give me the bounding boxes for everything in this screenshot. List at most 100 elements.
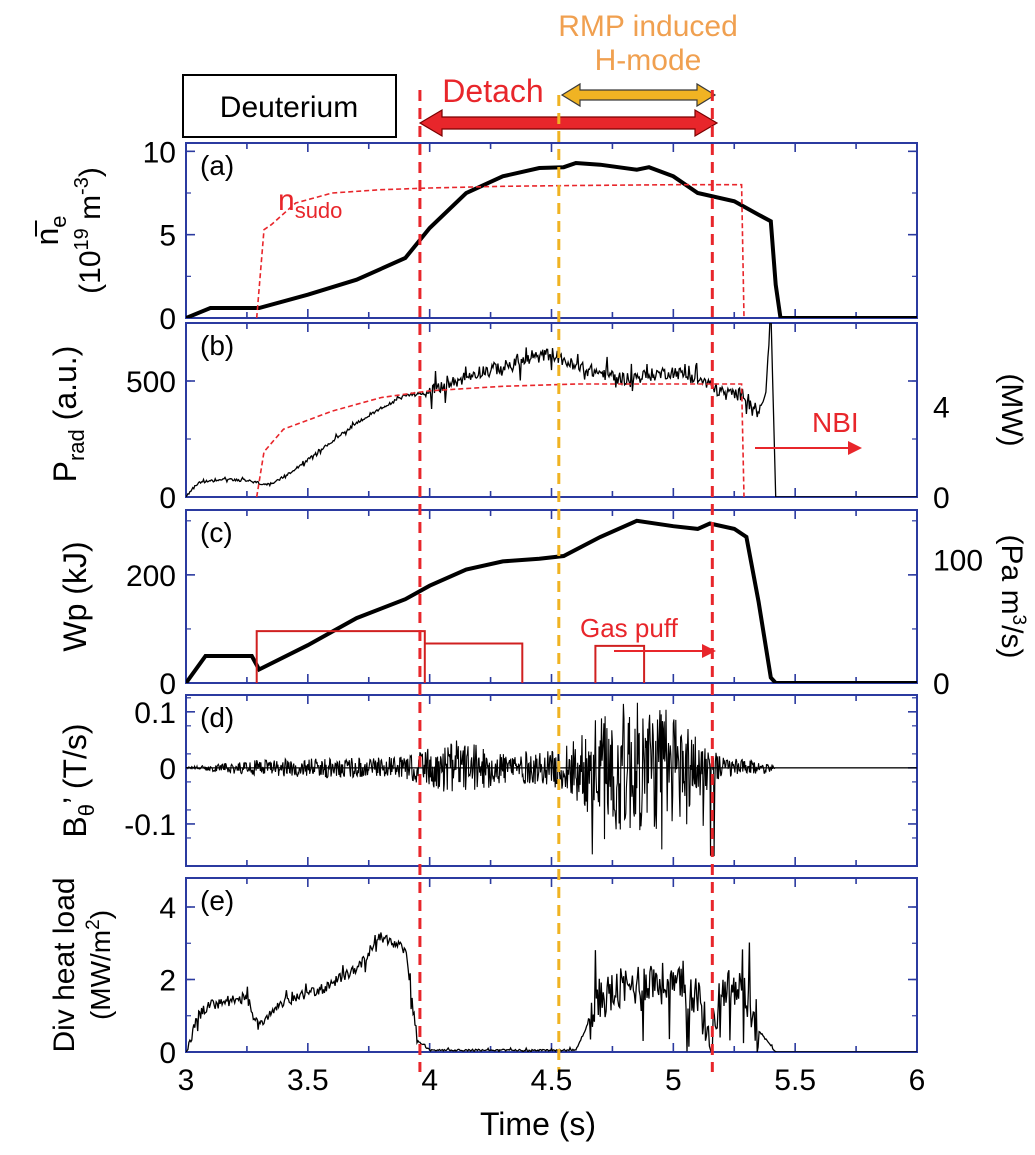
label-part: /s): [995, 625, 1028, 658]
detach-span-arrow: [418, 108, 719, 138]
rmp-label-line2: H-mode: [595, 44, 702, 77]
y2-tick-label: 0: [933, 668, 950, 701]
data-series-red-dashed: [255, 383, 745, 497]
nsudo-label: nsudo: [278, 184, 342, 223]
label-part: P: [47, 461, 83, 482]
y-axis-label: (1019 m-3): [71, 167, 107, 294]
label-part: θ: [74, 804, 99, 816]
y-tick-label: 0.1: [134, 697, 176, 730]
label-part: (Pa m: [995, 535, 1028, 615]
y-axis-label: Div heat load: [48, 877, 81, 1052]
rmp-label-line1: RMP induced: [558, 10, 738, 43]
y2-axis-label: (MW): [995, 373, 1028, 446]
gas-puff-label: Gas puff: [580, 613, 679, 643]
rmp-span-arrow: [560, 82, 717, 108]
label-part: B: [57, 816, 93, 837]
x-axis-label: Time (s): [480, 1106, 596, 1142]
x-tick-label: 3: [178, 1064, 195, 1097]
panel-b: 0 500 0 4 (b) Prad (a.u.) (MW) NBI: [47, 322, 1028, 515]
panel-e: 0 2 4 (e) Div heat load (MW/m2): [48, 877, 918, 1070]
data-series-mirnov: [186, 702, 917, 857]
x-tick-label: 3.5: [287, 1064, 329, 1097]
panel-d: -0.1 0 0.1 (d) Bθ’ (T/s): [57, 694, 918, 867]
panel-frame: [185, 322, 918, 498]
label-part: 3: [1008, 615, 1029, 626]
label-part: 19: [71, 228, 93, 250]
y-tick-label: 0: [159, 668, 176, 701]
data-series-red-dashed: [255, 183, 745, 318]
y2-axis-label: (Pa m3/s): [995, 535, 1029, 659]
series-layer: [186, 323, 917, 497]
y-axis-label: Bθ’ (T/s): [57, 723, 99, 837]
y-tick-label: 4: [159, 892, 176, 925]
y-tick-label: 0: [159, 753, 176, 786]
gas-puff-arrowhead: [702, 644, 716, 658]
series-layer: [186, 702, 917, 857]
data-series-red-thin: [424, 642, 524, 683]
y-axis-label: Prad (a.u.): [47, 346, 89, 483]
y-tick-label: 0: [159, 303, 176, 336]
top-annotations: Deuterium RMP induced H-mode Detach: [182, 10, 738, 138]
label-part: (10: [74, 251, 107, 294]
y-tick-label: 5: [159, 220, 176, 253]
species-label: Deuterium: [220, 91, 358, 124]
series-layer: [186, 518, 917, 683]
y-tick-label: 200: [126, 560, 176, 593]
species-box: [182, 74, 397, 138]
panel-c: 0 200 0 100 (c) Wp (kJ) (Pa m3/s) Gas puff: [57, 509, 1029, 701]
label-part: n: [29, 228, 65, 246]
y-tick-label: 0: [159, 1037, 176, 1070]
label-part: ’ (T/s): [57, 723, 93, 804]
nbi-label: NBI: [812, 407, 859, 438]
label-part: Wp (kJ): [57, 541, 93, 651]
label-part: rad: [64, 429, 89, 461]
panel-letter: (b): [200, 330, 234, 361]
panel-frame: [185, 877, 918, 1053]
y2-tick-label: 4: [933, 392, 950, 425]
y-tick-label: 10: [143, 136, 176, 169]
series-layer: [186, 160, 917, 318]
y-tick-label: -0.1: [124, 809, 176, 842]
data-series-black-thin: [186, 932, 917, 1052]
time-markers: [418, 90, 714, 1072]
x-tick-label: 6: [909, 1064, 926, 1097]
data-series-red-thin: [255, 630, 426, 683]
data-series-red-thin: [594, 644, 646, 683]
label-part: Div heat load: [48, 877, 81, 1052]
panel-letter: (c): [200, 517, 233, 548]
y-tick-label: 500: [126, 366, 176, 399]
x-tick-label: 4.5: [531, 1064, 573, 1097]
y2-tick-label: 100: [933, 544, 983, 577]
label-part: 2: [83, 919, 104, 930]
label-part: sudo: [295, 198, 343, 223]
label-part: m: [74, 195, 107, 228]
x-axis: 3 3.5 4 4.5 5 5.5 6 Time (s): [178, 1064, 926, 1142]
x-tick-label: 5: [665, 1064, 682, 1097]
panel-letter: (e): [200, 885, 234, 916]
x-tick-label: 4: [421, 1064, 438, 1097]
panel-letter: (a): [200, 150, 234, 181]
data-series-black-thick: [186, 160, 917, 318]
data-series-black-thin: [186, 323, 917, 497]
nbi-arrowhead: [848, 441, 862, 455]
x-tick-label: 5.5: [774, 1064, 816, 1097]
detach-label: Detach: [442, 73, 543, 109]
y2-tick-label: 0: [933, 482, 950, 515]
y-tick-label: 2: [159, 965, 176, 998]
label-part: ): [85, 910, 116, 919]
label-part: e: [46, 215, 71, 227]
label-part: (a.u.): [47, 346, 83, 430]
panel-letter: (d): [200, 702, 234, 733]
label-part: ): [74, 167, 107, 177]
y-axis-label: ne: [29, 215, 71, 245]
y-axis-label: Wp (kJ): [57, 541, 93, 651]
y-tick-label: 0: [159, 482, 176, 515]
panel-frame: [185, 509, 918, 684]
label-part: n: [278, 184, 295, 217]
data-series-black-thick: [186, 518, 917, 683]
y-axis-label: (MW/m2): [83, 910, 116, 1020]
series-layer: [186, 932, 917, 1052]
